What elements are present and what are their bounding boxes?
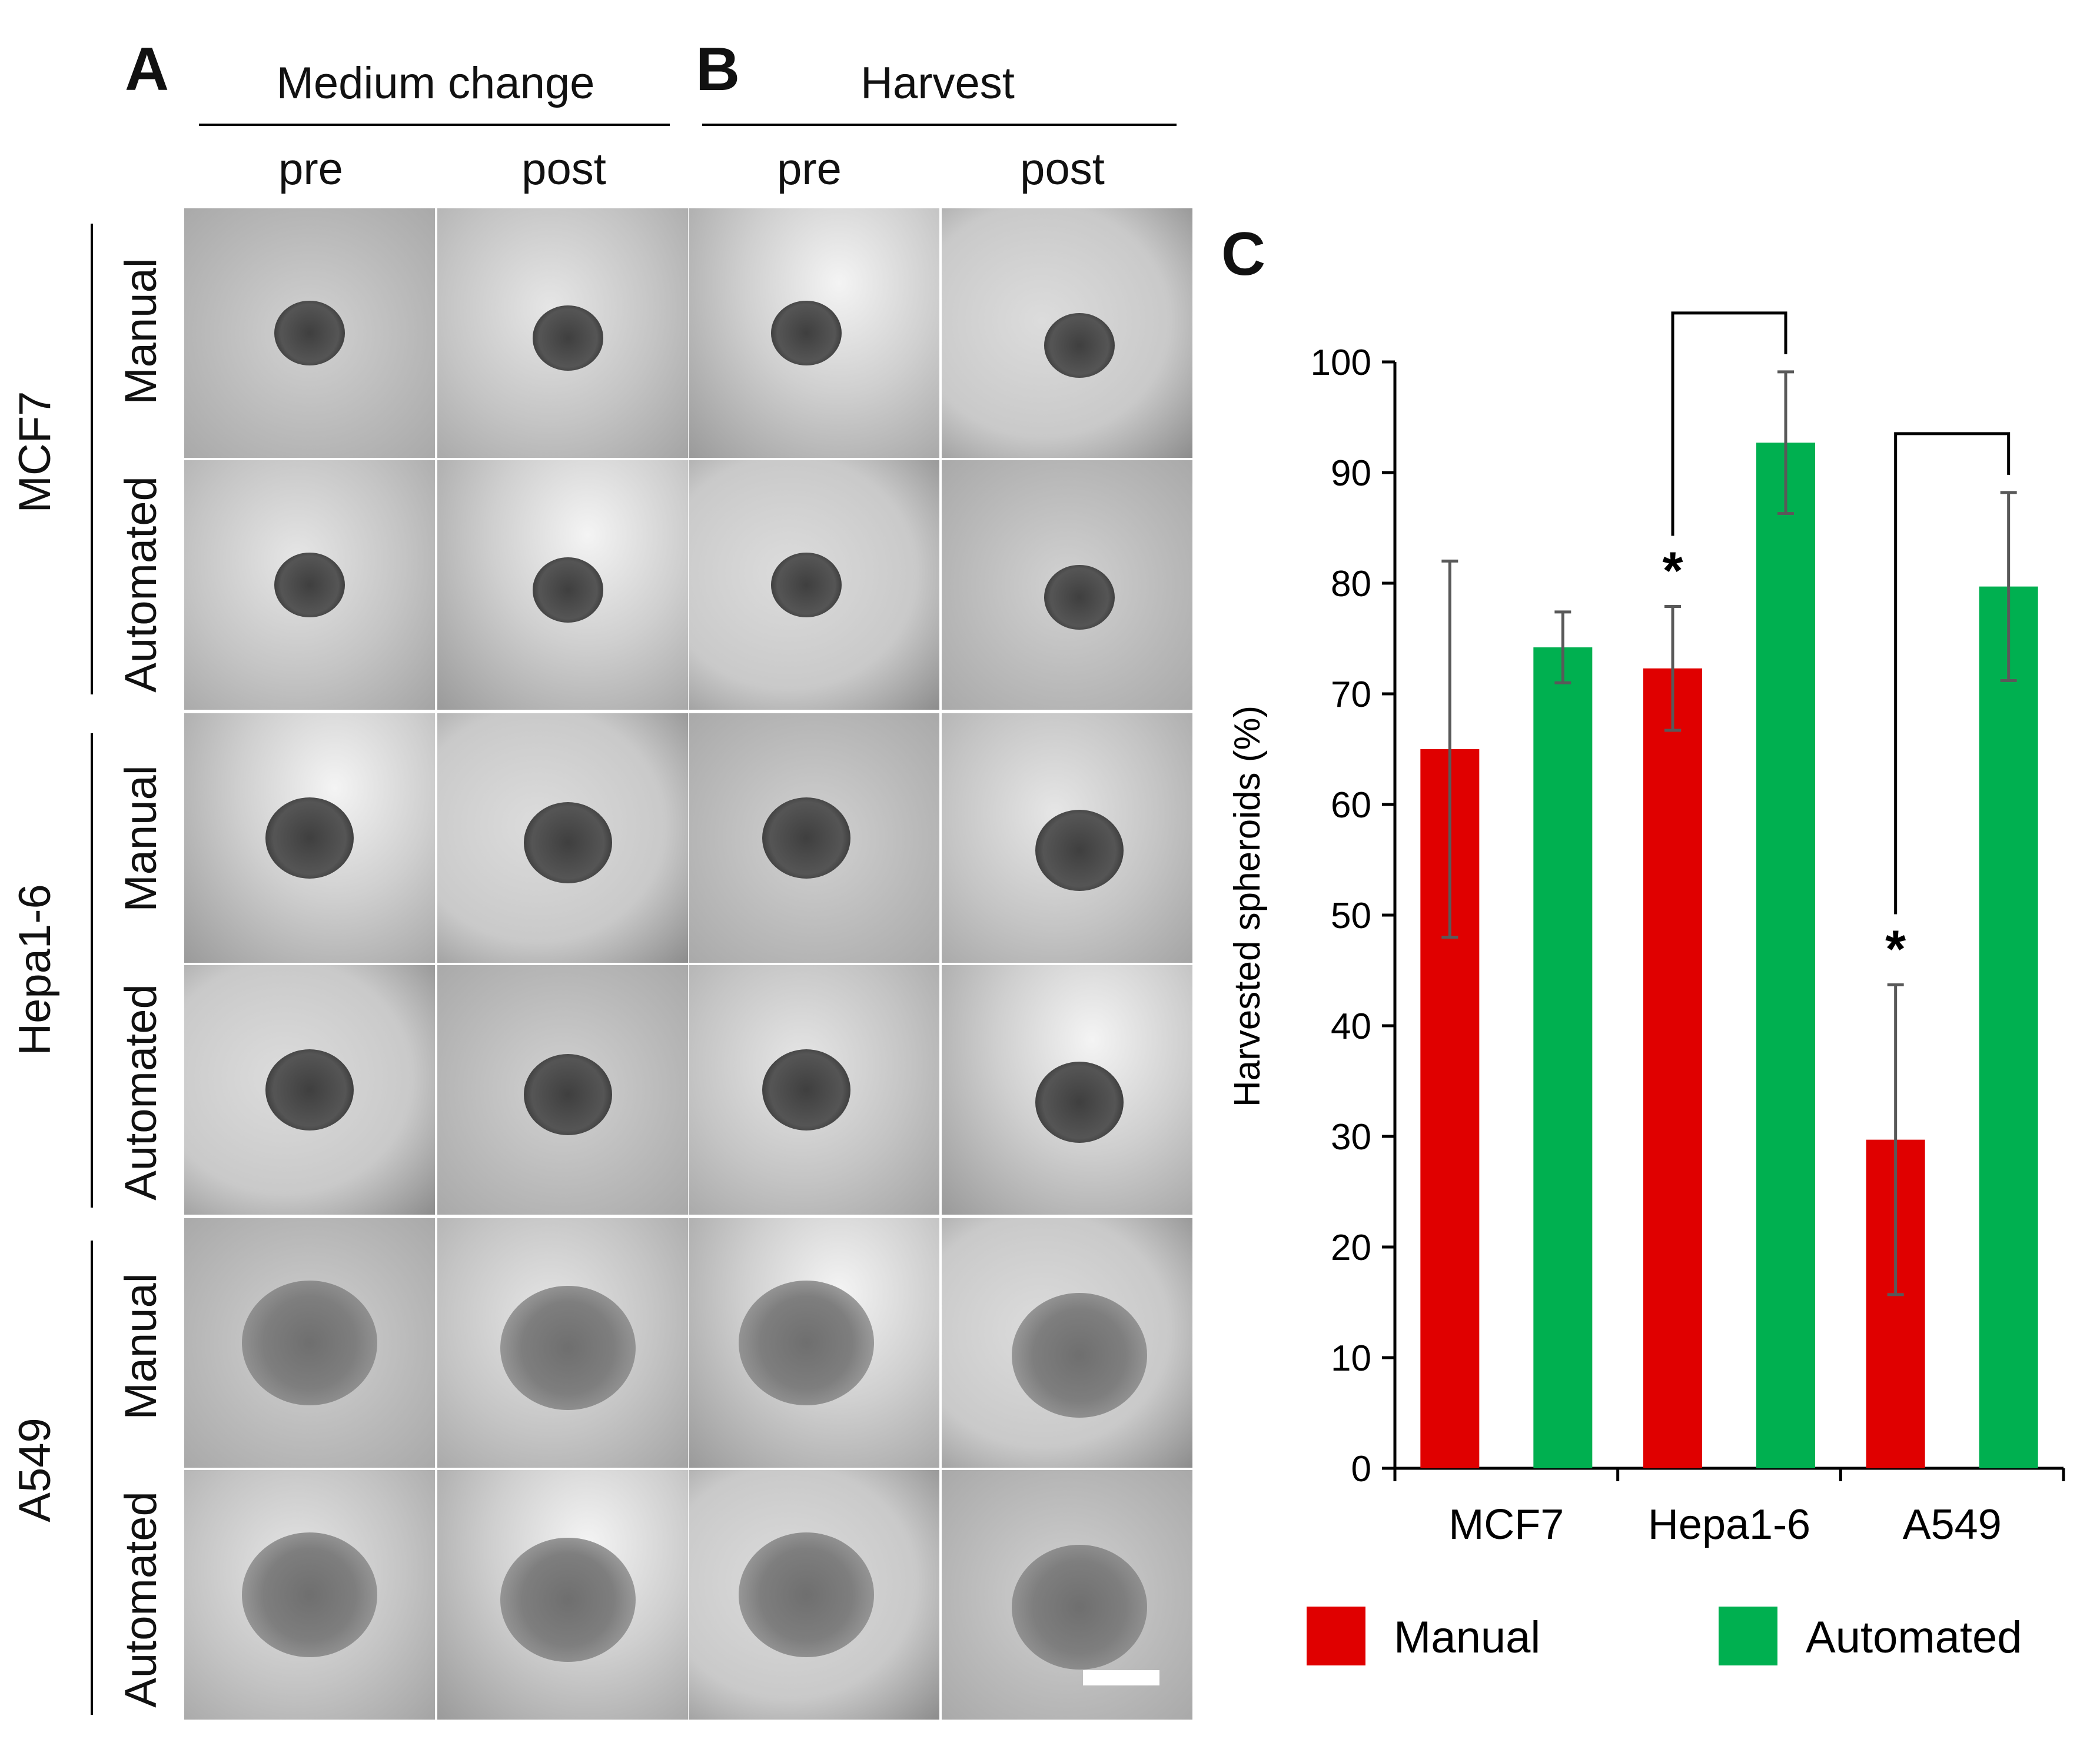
mcf7-group-rule [91, 224, 93, 694]
bar-automated-hepa1-6 [1756, 443, 1815, 1468]
y-tick-label: 80 [1331, 564, 1371, 604]
scale-bar [1083, 1670, 1159, 1685]
row-label-hepa-manual: Manual [116, 765, 166, 912]
row-label-a549-automated: Automated [116, 1491, 166, 1708]
spheroid [242, 1532, 377, 1657]
bar-automated-a549 [1979, 586, 2038, 1468]
spheroid [1044, 565, 1115, 630]
bar-chart: Harvested spheroids (%) 0 10 20 30 40 50 60 70 8… [1227, 311, 2065, 1665]
micrograph-mcf7-automated-mc-post [437, 460, 688, 710]
spheroid [762, 1049, 851, 1130]
spheroid [274, 300, 345, 366]
micrograph-a549-automated-mc-post [437, 1470, 688, 1720]
spheroid [500, 1285, 636, 1411]
cell-line-label-a549: A549 [10, 1418, 60, 1522]
micrograph-a549-manual-hv-pre [689, 1218, 939, 1468]
micrograph-hepa-automated-hv-post [942, 965, 1192, 1215]
micrograph-hepa-automated-mc-post [437, 965, 688, 1215]
row-label-a549-manual: Manual [116, 1273, 166, 1420]
micrograph-hepa-automated-mc-pre [184, 965, 435, 1215]
legend-swatch-automated [1719, 1607, 1777, 1665]
micrograph-mcf7-manual-hv-pre [689, 208, 939, 458]
spheroid [1012, 1293, 1148, 1418]
micrograph-a549-manual-hv-post [942, 1218, 1192, 1468]
x-tick-label: A549 [1903, 1501, 2002, 1548]
micrograph-hepa-manual-hv-post [942, 713, 1192, 963]
row-label-hepa-automated: Automated [116, 984, 166, 1201]
spheroid [532, 557, 603, 623]
y-tick-label: 60 [1331, 785, 1371, 826]
micrograph-a549-automated-hv-pre [689, 1470, 939, 1720]
panel-b-col-pre: pre [777, 144, 842, 194]
significance-asterisk: * [1662, 541, 1683, 600]
hepa-group-rule [91, 733, 93, 1208]
panel-a-col-post: post [521, 144, 606, 194]
a549-group-rule [91, 1241, 93, 1715]
y-tick-label: 40 [1331, 1006, 1371, 1047]
micrograph-a549-manual-mc-post [437, 1218, 688, 1468]
row-label-mcf7-manual: Manual [116, 258, 166, 405]
micrograph-hepa-manual-mc-pre [184, 713, 435, 963]
micrograph-mcf7-manual-mc-post [437, 208, 688, 458]
bar-automated-mcf7 [1533, 647, 1593, 1468]
spheroid [771, 300, 842, 366]
y-tick-label: 20 [1331, 1228, 1371, 1268]
spheroid [265, 797, 354, 879]
y-axis-label: Harvested spheroids (%) [1227, 706, 1268, 1107]
spheroid [739, 1532, 875, 1657]
y-tick-label: 30 [1331, 1117, 1371, 1158]
spheroid [1012, 1545, 1148, 1670]
cell-line-label-mcf7: MCF7 [10, 391, 60, 513]
spheroid [523, 1054, 612, 1136]
spheroid [242, 1281, 377, 1405]
y-tick-label: 70 [1331, 674, 1371, 715]
spheroid [523, 802, 612, 884]
row-label-mcf7-automated: Automated [116, 476, 166, 693]
y-tick-label: 0 [1351, 1449, 1371, 1489]
y-tick-label: 90 [1331, 453, 1371, 494]
panel-b-header: Harvest [860, 58, 1015, 108]
legend-label-automated: Automated [1806, 1612, 2022, 1662]
spheroid [1035, 1062, 1124, 1143]
panel-c-letter: C [1221, 220, 1266, 288]
panel-a-header: Medium change [276, 58, 595, 108]
micrograph-mcf7-automated-mc-pre [184, 460, 435, 710]
cell-line-label-hepa1-6: Hepa1-6 [10, 884, 60, 1056]
comparison-bracket [1671, 311, 1787, 536]
spheroid [739, 1281, 875, 1405]
micrograph-a549-automated-mc-pre [184, 1470, 435, 1720]
significance-asterisk: * [1885, 920, 1906, 979]
panel-b-col-post: post [1020, 144, 1105, 194]
spheroid [1044, 313, 1115, 378]
legend-label-manual: Manual [1394, 1612, 1540, 1662]
micrograph-mcf7-automated-hv-post [942, 460, 1192, 710]
micrograph-hepa-manual-hv-pre [689, 713, 939, 963]
micrograph-mcf7-automated-hv-pre [689, 460, 939, 710]
legend-swatch-manual [1307, 1607, 1365, 1665]
spheroid [532, 305, 603, 371]
spheroid [762, 797, 851, 879]
spheroid [771, 552, 842, 618]
panel-b-header-rule [702, 124, 1177, 126]
bar-manual-hepa1-6 [1643, 668, 1702, 1468]
spheroid [500, 1537, 636, 1662]
y-tick-label: 10 [1331, 1338, 1371, 1379]
micrograph-a549-manual-mc-pre [184, 1218, 435, 1468]
y-tick-label: 100 [1311, 343, 1371, 383]
micrograph-hepa-manual-mc-post [437, 713, 688, 963]
comparison-bracket [1894, 432, 2011, 915]
y-tick-label: 50 [1331, 896, 1371, 936]
panel-a-letter: A [125, 35, 170, 104]
micrograph-hepa-automated-hv-pre [689, 965, 939, 1215]
panel-a-header-rule [199, 124, 670, 126]
panel-b-letter: B [696, 35, 740, 104]
micrograph-mcf7-manual-hv-post [942, 208, 1192, 458]
x-tick-label: MCF7 [1448, 1501, 1564, 1548]
spheroid [265, 1049, 354, 1130]
spheroid [1035, 810, 1124, 892]
x-tick-label: Hepa1-6 [1648, 1501, 1810, 1548]
panel-a-col-pre: pre [278, 144, 343, 194]
micrograph-mcf7-manual-mc-pre [184, 208, 435, 458]
spheroid [274, 552, 345, 618]
